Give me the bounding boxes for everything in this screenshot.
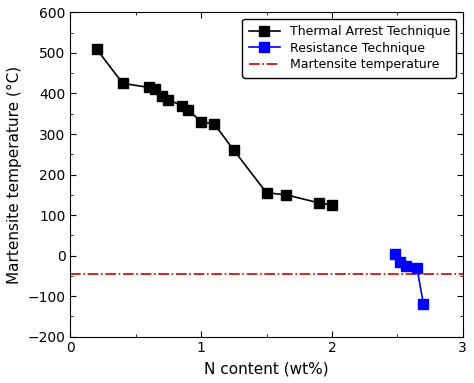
Thermal Arrest Technique	[146, 85, 152, 90]
Thermal Arrest Technique	[329, 203, 335, 207]
Thermal Arrest Technique	[185, 107, 191, 112]
Thermal Arrest Technique	[159, 93, 165, 98]
Martensite temperature	[67, 272, 73, 276]
Thermal Arrest Technique	[316, 201, 322, 205]
Thermal Arrest Technique	[283, 193, 289, 197]
Line: Thermal Arrest Technique: Thermal Arrest Technique	[91, 44, 337, 210]
Thermal Arrest Technique	[179, 103, 184, 108]
Resistance Technique	[414, 265, 420, 270]
Resistance Technique	[397, 259, 403, 264]
Thermal Arrest Technique	[211, 121, 217, 126]
Legend: Thermal Arrest Technique, Resistance Technique, Martensite temperature: Thermal Arrest Technique, Resistance Tec…	[242, 19, 456, 78]
Thermal Arrest Technique	[198, 119, 204, 124]
Thermal Arrest Technique	[231, 148, 237, 152]
Thermal Arrest Technique	[153, 87, 158, 92]
Thermal Arrest Technique	[264, 190, 269, 195]
Resistance Technique	[392, 251, 398, 256]
X-axis label: N content (wt%): N content (wt%)	[204, 361, 329, 376]
Resistance Technique	[420, 302, 426, 306]
Line: Resistance Technique: Resistance Technique	[390, 249, 428, 309]
Martensite temperature	[198, 272, 204, 276]
Thermal Arrest Technique	[94, 47, 100, 51]
Thermal Arrest Technique	[120, 81, 126, 86]
Thermal Arrest Technique	[165, 97, 171, 102]
Resistance Technique	[403, 264, 409, 268]
Y-axis label: Martensite temperature (°C): Martensite temperature (°C)	[7, 65, 22, 283]
